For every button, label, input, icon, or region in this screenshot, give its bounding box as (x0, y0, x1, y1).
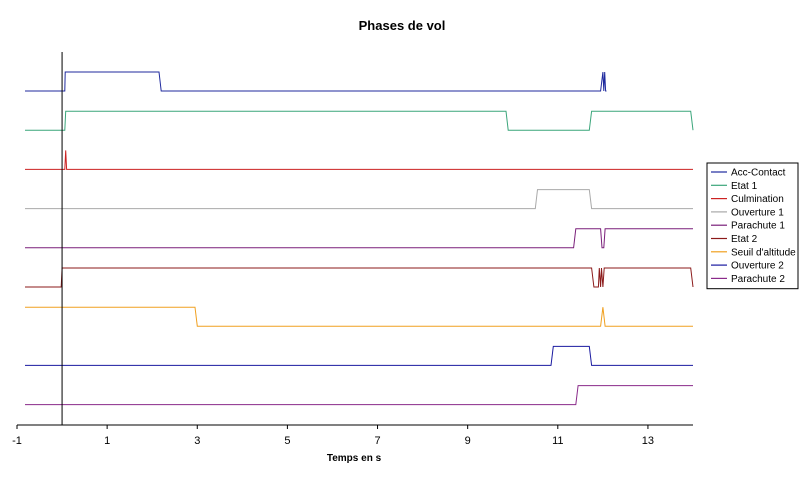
series-line-8 (25, 345, 693, 366)
series-line-7 (25, 306, 693, 327)
x-tick-label: 3 (194, 435, 200, 447)
x-tick-label: 1 (104, 435, 110, 447)
x-axis-ticks: -1 1 3 5 7 9 11 13 (12, 425, 654, 447)
legend-label-5: Parachute 1 (731, 221, 785, 232)
x-tick-label: -1 (12, 435, 22, 447)
legend-label-8: Ouverture 2 (731, 261, 784, 272)
legend-box (706, 162, 799, 290)
series-line-5 (25, 228, 693, 249)
x-tick-label: 11 (552, 435, 563, 447)
legend-label-4: Ouverture 1 (731, 207, 784, 218)
plot-area (25, 52, 694, 425)
legend-label-3: Culmination (731, 194, 784, 205)
legend-label-2: Etat 1 (731, 181, 758, 192)
legend-label-7: Seuil d'altitude (731, 247, 796, 258)
legend: Acc-Contact Etat 1 Culmination Ouverture 1 P… (706, 162, 799, 290)
series-line-2 (25, 110, 694, 131)
x-tick-label: 7 (374, 435, 380, 447)
x-tick-label: 13 (642, 435, 654, 447)
series-line-9 (25, 385, 693, 406)
x-axis-label: Temps en s (327, 453, 382, 464)
legend-label-9: Parachute 2 (731, 274, 785, 285)
series-line-6 (25, 267, 694, 288)
legend-label-6: Etat 2 (731, 234, 758, 245)
legend-label-1: Acc-Contact (731, 168, 786, 179)
series-line-4 (25, 189, 693, 210)
series-line-1 (25, 71, 607, 92)
x-tick-label: 9 (465, 435, 471, 447)
x-tick-label: 5 (284, 435, 290, 447)
series-line-3 (25, 150, 693, 170)
chart-title: Phases de vol (359, 18, 446, 33)
